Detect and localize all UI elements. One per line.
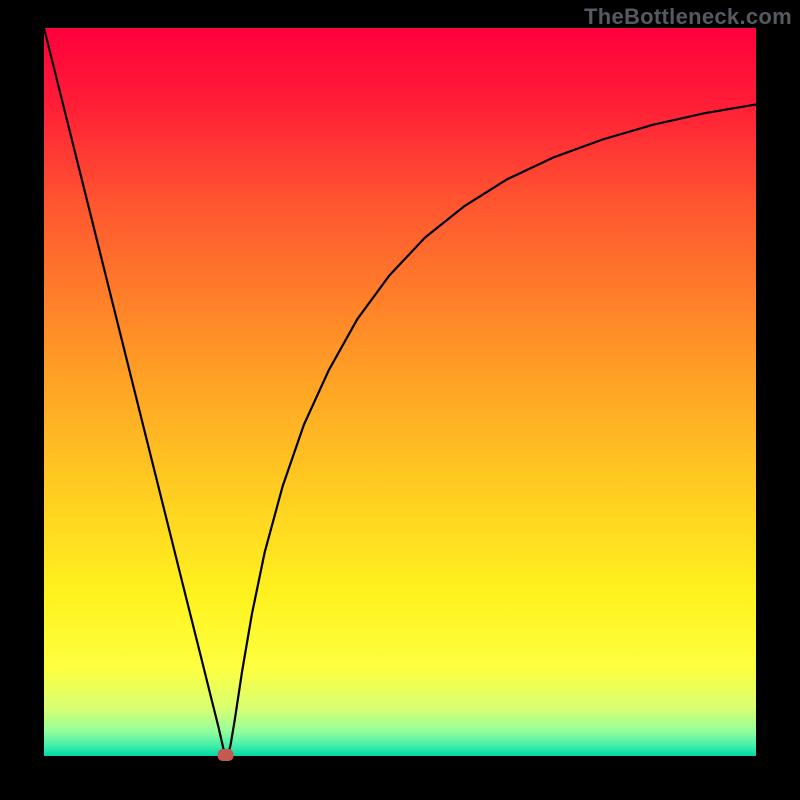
plot-background-gradient <box>44 28 756 756</box>
bottleneck-heatmap-chart <box>0 0 800 800</box>
chart-frame: TheBottleneck.com <box>0 0 800 800</box>
watermark-text: TheBottleneck.com <box>584 4 792 30</box>
bottleneck-marker <box>218 749 234 761</box>
